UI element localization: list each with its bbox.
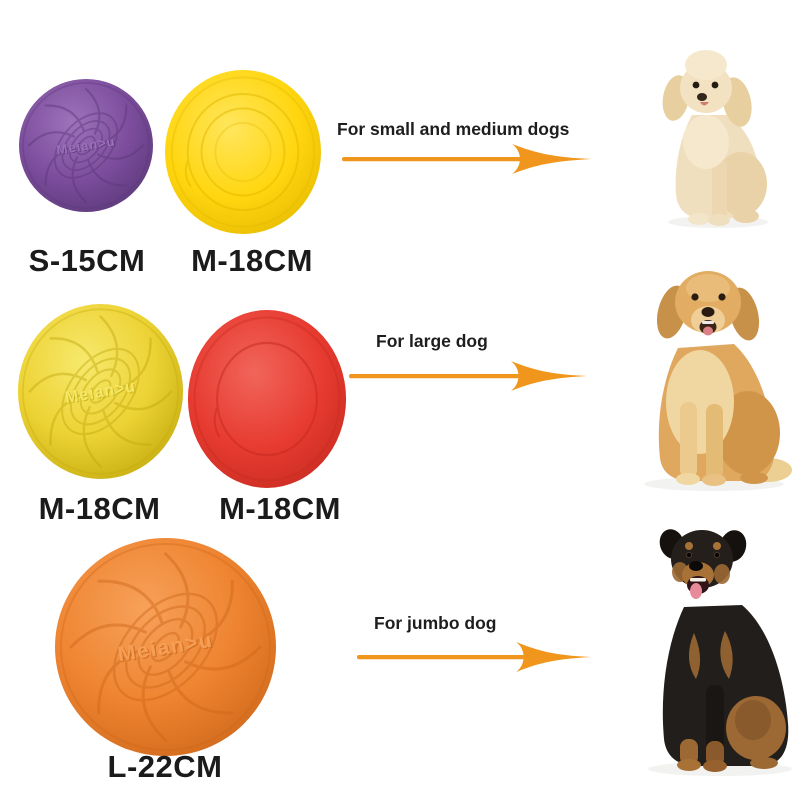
row-caption: For small and medium dogs (337, 119, 570, 139)
frisbee-disc (187, 310, 347, 488)
arrow-right-icon (349, 361, 587, 391)
swirl-grooves (22, 82, 150, 209)
size-label: M-18CM (219, 491, 341, 526)
arrow-right-icon (357, 642, 592, 672)
frisbee-medium-red (187, 310, 347, 488)
arrow-right-icon (342, 144, 592, 174)
golden-retriever-image (644, 271, 792, 491)
swirl-grooves (22, 308, 179, 475)
size-label: S-15CM (28, 243, 146, 278)
frisbee-disc (55, 537, 276, 757)
frisbee-disc (19, 78, 153, 213)
ring-grooves (193, 316, 341, 482)
rottweiler-image (648, 529, 792, 776)
poodle-image (662, 50, 768, 228)
frisbee-medium-yellow-textured: Meian>u Meian>u (17, 304, 184, 479)
ring-grooves (170, 76, 316, 228)
row-caption: For large dog (376, 331, 488, 351)
size-label: L-22CM (107, 749, 223, 784)
swirl-grooves (60, 542, 271, 752)
size-label: M-18CM (38, 491, 161, 526)
row-caption: For jumbo dog (374, 613, 497, 633)
frisbee-small-purple: Meian>u Meian>u (19, 78, 153, 213)
size-label: M-18CM (191, 243, 313, 278)
frisbee-medium-yellow (164, 70, 322, 234)
frisbee-disc (17, 304, 184, 479)
frisbee-large-orange: Meian>u Meian>u (55, 537, 276, 757)
